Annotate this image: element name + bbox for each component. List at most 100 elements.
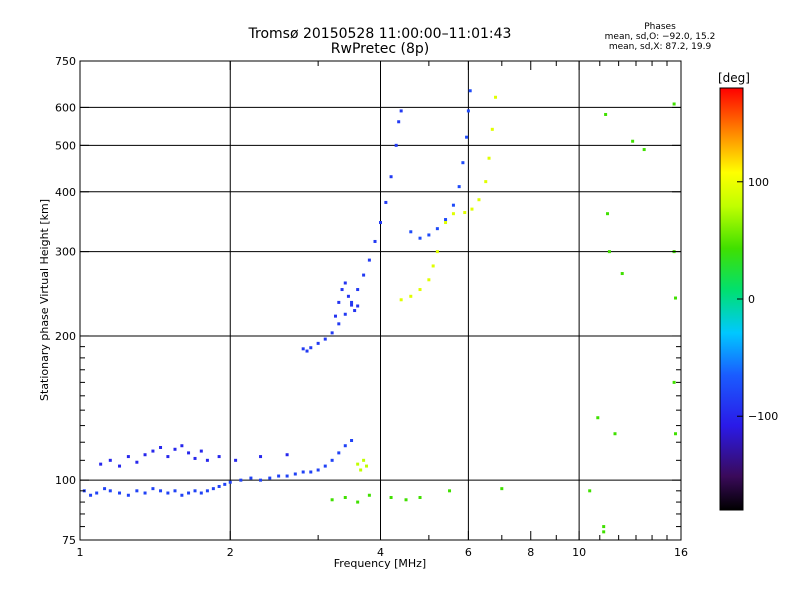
data-point <box>356 500 360 504</box>
data-point <box>362 273 366 277</box>
series-e-region-trace <box>82 439 354 497</box>
data-point <box>151 449 155 453</box>
data-point <box>444 221 448 225</box>
y-tick-label: 200 <box>55 330 76 343</box>
gridlines <box>80 61 681 540</box>
data-point <box>418 495 422 499</box>
data-point <box>118 491 122 495</box>
data-point <box>309 346 313 350</box>
data-point <box>199 449 203 453</box>
data-point <box>353 309 357 313</box>
x-tick-label: 1 <box>77 546 84 559</box>
y-tick-label: 300 <box>55 246 76 259</box>
data-point <box>99 462 103 466</box>
data-point <box>180 444 184 448</box>
data-point <box>180 493 184 497</box>
data-point <box>435 250 439 254</box>
data-point <box>367 493 371 497</box>
phase-stats-x: mean, sd,X: 87.2, 19.9 <box>608 42 712 52</box>
data-point <box>205 489 209 493</box>
data-point <box>316 468 320 472</box>
data-point <box>126 493 130 497</box>
data-point <box>444 218 448 222</box>
data-point <box>588 489 592 493</box>
series-es-x-mode <box>356 458 369 472</box>
data-point <box>642 148 646 152</box>
y-tick-label: 600 <box>55 101 76 114</box>
data-point <box>277 474 281 478</box>
data-point <box>223 482 227 486</box>
data-point <box>463 211 467 215</box>
chart-subtitle: RwPretec (8p) <box>330 41 430 57</box>
data-point <box>418 288 422 292</box>
data-point <box>379 221 382 225</box>
data-point <box>343 444 347 448</box>
y-tick-labels: 75 100 200 300 400 500 600 750 <box>55 55 76 547</box>
data-point <box>373 239 377 243</box>
x-tick-label: 8 <box>527 546 534 559</box>
x-tick-label: 6 <box>465 546 472 559</box>
x-tick-label: 10 <box>572 546 586 559</box>
axis-ticks <box>79 60 682 541</box>
series-es-scatter <box>99 444 289 468</box>
data-point <box>356 304 360 308</box>
data-point <box>435 227 439 231</box>
data-point <box>309 470 313 474</box>
data-point <box>399 298 403 302</box>
data-point <box>620 272 624 276</box>
data-point <box>199 491 203 495</box>
data-point <box>397 120 401 124</box>
data-point <box>337 300 341 304</box>
data-point <box>333 314 337 318</box>
series-f2-o-mode <box>409 89 472 240</box>
data-point <box>173 489 177 493</box>
data-point <box>389 495 393 499</box>
data-point <box>389 175 393 179</box>
data-point <box>448 489 452 493</box>
data-point <box>323 337 327 341</box>
data-point <box>205 458 209 462</box>
data-point <box>343 495 347 499</box>
data-point <box>457 185 461 189</box>
x-tick-labels: 1 2 4 6 8 10 16 <box>77 546 689 559</box>
data-point <box>356 288 360 292</box>
data-point <box>211 487 215 491</box>
data-point <box>500 487 504 491</box>
data-point <box>672 380 676 384</box>
data-point <box>602 525 606 529</box>
data-point <box>606 212 610 216</box>
data-point <box>159 445 163 449</box>
data-point <box>477 198 481 202</box>
data-point <box>330 458 334 462</box>
phase-stats: Phases mean, sd,O: −92.0, 15.2 mean, sd,… <box>590 22 730 52</box>
data-point <box>249 476 253 480</box>
data-point <box>343 312 347 316</box>
x-tick-label: 4 <box>377 546 384 559</box>
y-tick-label: 100 <box>55 474 76 487</box>
data-point <box>301 347 305 351</box>
data-point <box>193 489 197 493</box>
chart-title: Tromsø 20150528 11:00:00–11:01:43 <box>248 26 512 42</box>
data-point <box>607 250 611 254</box>
data-point <box>409 294 413 298</box>
data-point <box>259 478 263 482</box>
data-point <box>602 530 606 534</box>
data-point <box>187 451 191 455</box>
data-point <box>187 491 191 495</box>
y-tick-label: 750 <box>55 55 76 68</box>
data-point <box>108 489 112 493</box>
data-point <box>674 296 678 300</box>
data-point <box>384 200 388 204</box>
data-point <box>451 212 455 216</box>
data-point <box>451 203 455 207</box>
data-point <box>330 498 334 502</box>
data-point <box>468 89 472 93</box>
colorbar-tick-label: 100 <box>748 176 769 189</box>
data-point <box>143 491 147 495</box>
phase-stats-o: mean, sd,O: −92.0, 15.2 <box>604 32 716 42</box>
data-point <box>490 127 494 131</box>
data-point <box>427 278 431 282</box>
data-point <box>166 455 170 459</box>
data-point <box>293 472 297 476</box>
data-point <box>95 491 99 495</box>
